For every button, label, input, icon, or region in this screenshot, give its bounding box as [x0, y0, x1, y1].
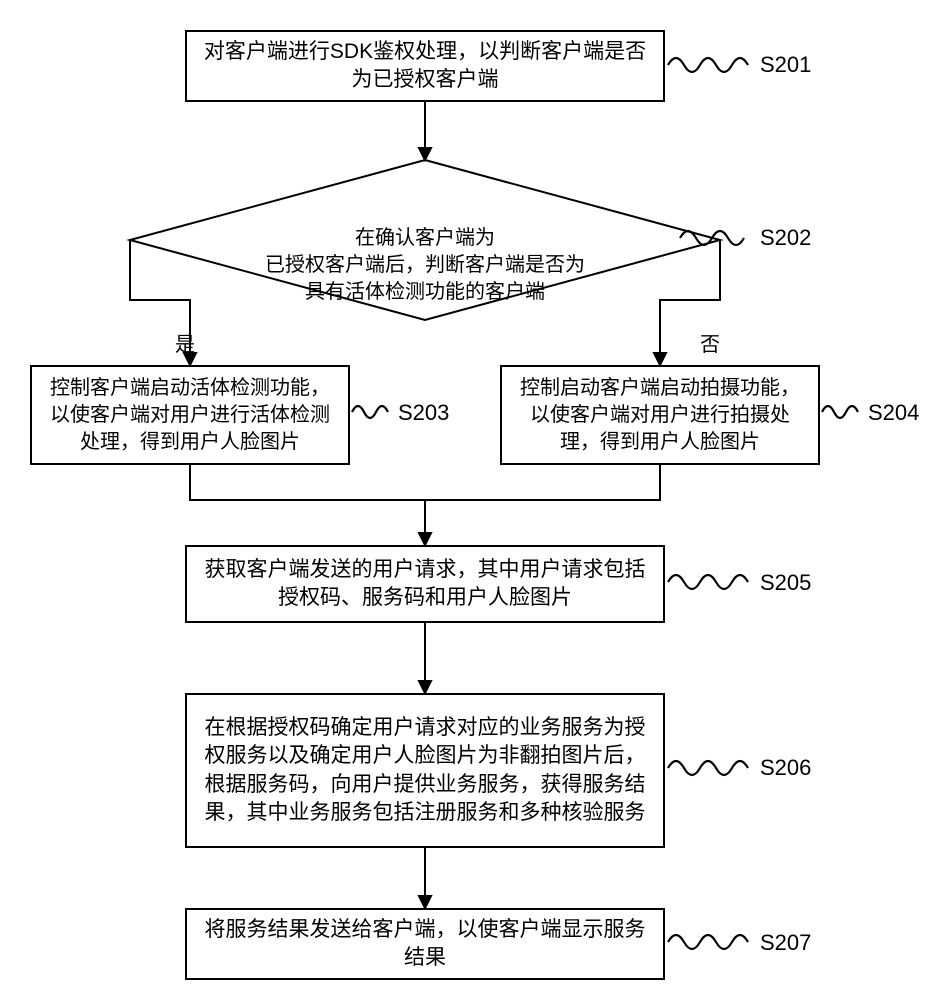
- label-s207: S207: [760, 930, 811, 956]
- edge-no: 否: [700, 328, 720, 357]
- node-s204: 控制启动客户端启动拍摄功能，以使客户端对用户进行拍摄处理，得到用户人脸图片: [500, 365, 820, 465]
- node-s201: 对客户端进行SDK鉴权处理，以判断客户端是否为已授权客户端: [185, 30, 665, 102]
- svg-overlay: [0, 0, 948, 1000]
- flowchart-canvas: 对客户端进行SDK鉴权处理，以判断客户端是否为已授权客户端 S201 在确认客户…: [0, 0, 948, 1000]
- node-s206: 在根据授权码确定用户请求对应的业务服务为授权服务以及确定用户人脸图片为非翻拍图片…: [185, 693, 665, 848]
- node-s207-text: 将服务结果发送给客户端，以使客户端显示服务结果: [197, 916, 653, 973]
- edge-yes: 是: [175, 328, 195, 357]
- squiggle-s206: [668, 761, 748, 775]
- squiggle-s203: [352, 406, 388, 418]
- node-s202-text: 在确认客户端为 已授权客户端后，判断客户端是否为 具有活体检测功能的客户端: [265, 227, 585, 303]
- node-s203: 控制客户端启动活体检测功能，以使客户端对用户进行活体检测处理，得到用户人脸图片: [30, 365, 350, 465]
- label-s204: S204: [868, 400, 919, 426]
- squiggle-s201: [668, 58, 748, 72]
- label-s205: S205: [760, 570, 811, 596]
- label-s202: S202: [760, 225, 811, 251]
- label-s201: S201: [760, 52, 811, 78]
- node-s206-text: 在根据授权码确定用户请求对应的业务服务为授权服务以及确定用户人脸图片为非翻拍图片…: [197, 714, 653, 827]
- node-s201-text: 对客户端进行SDK鉴权处理，以判断客户端是否为已授权客户端: [197, 38, 653, 95]
- label-s206: S206: [760, 755, 811, 781]
- label-s203: S203: [398, 400, 449, 426]
- node-s204-text: 控制启动客户端启动拍摄功能，以使客户端对用户进行拍摄处理，得到用户人脸图片: [512, 375, 808, 456]
- node-s207: 将服务结果发送给客户端，以使客户端显示服务结果: [185, 908, 665, 980]
- node-s205: 获取客户端发送的用户请求，其中用户请求包括授权码、服务码和用户人脸图片: [185, 545, 665, 623]
- node-s203-text: 控制客户端启动活体检测功能，以使客户端对用户进行活体检测处理，得到用户人脸图片: [42, 375, 338, 456]
- squiggle-s205: [668, 575, 748, 589]
- squiggle-s204: [822, 406, 858, 418]
- node-s202: 在确认客户端为 已授权客户端后，判断客户端是否为 具有活体检测功能的客户端: [235, 198, 615, 306]
- squiggle-s207: [668, 935, 748, 949]
- squiggle-s202: [680, 231, 744, 245]
- node-s205-text: 获取客户端发送的用户请求，其中用户请求包括授权码、服务码和用户人脸图片: [197, 556, 653, 613]
